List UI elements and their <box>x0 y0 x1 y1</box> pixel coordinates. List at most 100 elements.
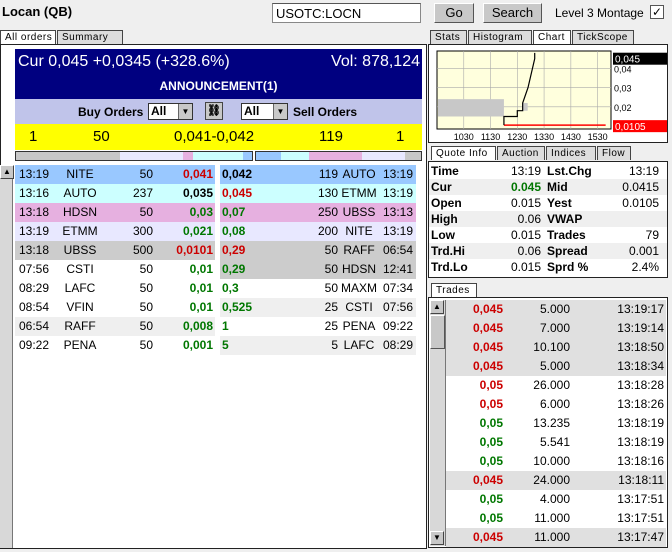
symbol-input[interactable] <box>272 3 421 23</box>
link-icon[interactable]: ⛓ <box>205 102 223 120</box>
bid-size: 50 <box>139 281 153 295</box>
trade-price: 0,05 <box>479 416 503 430</box>
bid-price: 0,01 <box>189 300 213 314</box>
announcement-link[interactable]: ANNOUNCEMENT(1) <box>159 79 278 93</box>
tab-tickscope[interactable]: TickScope <box>572 30 634 44</box>
bid-row[interactable]: 07:56 CSTI 50 0,01 <box>15 260 215 279</box>
chevron-down-icon: ▼ <box>178 104 192 119</box>
trade-time: 13:17:51 <box>617 492 664 506</box>
trade-row[interactable]: 0,05 10.000 13:18:16 <box>446 452 666 471</box>
price-line <box>503 52 536 126</box>
trade-row[interactable]: 0,05 26.000 13:18:28 <box>446 376 666 395</box>
bid-market-maker: PENA <box>63 338 97 352</box>
bid-row[interactable]: 13:16 AUTO 237 0,035 <box>15 184 215 203</box>
bid-size: 50 <box>139 262 153 276</box>
ask-row[interactable]: 0,29 50 RAFF 06:54 <box>220 241 416 260</box>
trade-row[interactable]: 0,045 24.000 13:18:11 <box>446 471 666 490</box>
ask-row[interactable]: 0,07 250 UBSS 13:13 <box>220 203 416 222</box>
scroll-thumb[interactable] <box>430 315 445 349</box>
bid-row[interactable]: 08:54 VFIN 50 0,01 <box>15 298 215 317</box>
quote-value: 0.0415 <box>622 180 659 194</box>
ask-row[interactable]: 0,042 119 AUTO 13:19 <box>220 165 416 184</box>
ask-row[interactable]: 0,525 25 CSTI 07:56 <box>220 298 416 317</box>
tab-all-orders[interactable]: All orders <box>0 30 56 44</box>
quote-label: Trd.Hi <box>431 244 466 258</box>
montage-scrollbar[interactable]: ▲ <box>0 165 14 548</box>
bid-price: 0,008 <box>182 319 213 333</box>
quote-label: Cur <box>431 180 452 194</box>
trade-row[interactable]: 0,05 13.235 13:18:19 <box>446 414 666 433</box>
y-tick-label: 0,02 <box>614 103 632 113</box>
buy-select-value: All <box>151 104 167 118</box>
ask-depth-bar <box>255 151 422 161</box>
ask-row[interactable]: 1 25 PENA 09:22 <box>220 317 416 336</box>
pre-market-range <box>438 99 504 117</box>
buy-orders-select[interactable]: All ▼ <box>148 103 193 120</box>
trade-row[interactable]: 0,045 5.000 13:18:34 <box>446 357 666 376</box>
ask-row[interactable]: 5 5 LAFC 08:29 <box>220 336 416 355</box>
ask-row[interactable]: 0,08 200 NITE 13:19 <box>220 222 416 241</box>
bid-price: 0,021 <box>182 224 213 238</box>
price-chart: 1030 1130 1230 1330 1430 1530 0,04 0,03 0,02 0,04… <box>436 50 667 142</box>
bid-size: 500 <box>132 243 153 257</box>
bid-time: 06:54 <box>19 319 50 333</box>
ask-price: 0,29 <box>222 262 246 276</box>
tab-summary[interactable]: Summary <box>57 30 123 44</box>
scroll-up-icon[interactable]: ▲ <box>430 300 444 314</box>
range-box <box>522 103 528 111</box>
trade-price: 0,05 <box>479 511 503 525</box>
bid-ask-spread: 0,041-0,042 <box>174 128 255 145</box>
tab-flow[interactable]: Flow <box>597 146 631 160</box>
tab-quote-info[interactable]: Quote Info <box>431 146 496 160</box>
search-button[interactable]: Search <box>483 3 542 23</box>
scroll-down-icon[interactable]: ▼ <box>430 531 444 545</box>
bid-row[interactable]: 13:18 HDSN 50 0,03 <box>15 203 215 222</box>
trade-row[interactable]: 0,05 5.541 13:18:19 <box>446 433 666 452</box>
trade-time: 13:19:14 <box>617 321 664 335</box>
bid-row[interactable]: 13:18 UBSS 500 0,0101 <box>15 241 215 260</box>
bid-row[interactable]: 08:29 LAFC 50 0,01 <box>15 279 215 298</box>
bid-size: 50 <box>139 319 153 333</box>
trade-size: 6.000 <box>539 397 570 411</box>
trades-scrollbar[interactable]: ▲ ▼ <box>430 300 446 546</box>
quote-label: Trd.Lo <box>431 260 468 274</box>
bid-row[interactable]: 13:19 NITE 50 0,041 <box>15 165 215 184</box>
bid-market-maker: AUTO <box>63 186 97 200</box>
trade-price: 0,05 <box>479 492 503 506</box>
trade-row[interactable]: 0,05 4.000 13:17:51 <box>446 490 666 509</box>
bid-size: 50 <box>93 128 110 145</box>
trade-row[interactable]: 0,045 5.000 13:19:17 <box>446 300 666 319</box>
trade-time: 13:19:17 <box>617 302 664 316</box>
trade-row[interactable]: 0,05 6.000 13:18:26 <box>446 395 666 414</box>
quote-label: Lst.Chg <box>547 164 592 178</box>
trade-row[interactable]: 0,045 7.000 13:19:14 <box>446 319 666 338</box>
bid-size: 50 <box>139 167 153 181</box>
trade-price: 0,045 <box>472 321 503 335</box>
scroll-up-icon[interactable]: ▲ <box>0 165 14 179</box>
best-quote-bar: 1 50 0,041-0,042 119 1 <box>15 124 422 150</box>
sell-orders-select[interactable]: All ▼ <box>241 103 288 120</box>
trade-row[interactable]: 0,05 11.000 13:17:51 <box>446 509 666 528</box>
go-button[interactable]: Go <box>434 3 474 23</box>
trade-row[interactable]: 0,045 11.000 13:17:47 <box>446 528 666 547</box>
tab-chart[interactable]: Chart <box>533 30 571 44</box>
bid-row[interactable]: 06:54 RAFF 50 0,008 <box>15 317 215 336</box>
trade-time: 13:18:26 <box>617 397 664 411</box>
ask-row[interactable]: 0,3 50 MAXM 07:34 <box>220 279 416 298</box>
ask-row[interactable]: 0,29 50 HDSN 12:41 <box>220 260 416 279</box>
level3-montage-checkbox[interactable]: ✓ <box>650 5 664 19</box>
ask-market-maker: NITE <box>345 224 373 238</box>
tab-histogram[interactable]: Histogram <box>468 30 532 44</box>
tab-indices[interactable]: Indices <box>546 146 596 160</box>
quote-label: Time <box>431 164 459 178</box>
trade-size: 24.000 <box>533 473 570 487</box>
trade-row[interactable]: 0,045 10.100 13:18:50 <box>446 338 666 357</box>
ask-row[interactable]: 0,045 130 ETMM 13:19 <box>220 184 416 203</box>
bid-row[interactable]: 09:22 PENA 50 0,001 <box>15 336 215 355</box>
tab-trades[interactable]: Trades <box>431 283 477 297</box>
tab-stats[interactable]: Stats <box>430 30 467 44</box>
bid-row[interactable]: 13:19 ETMM 300 0,021 <box>15 222 215 241</box>
x-tick-label: 1330 <box>534 132 554 142</box>
tab-auction[interactable]: Auction <box>497 146 545 160</box>
bid-depth-bar <box>15 151 253 161</box>
